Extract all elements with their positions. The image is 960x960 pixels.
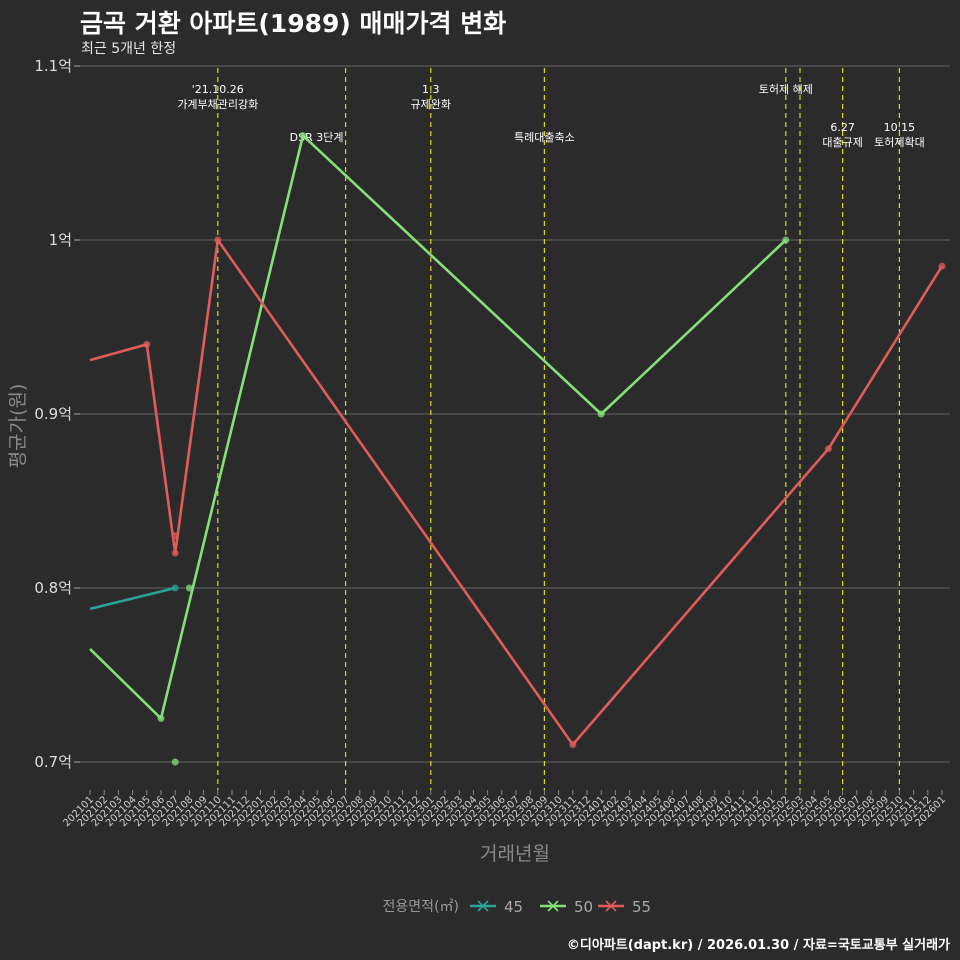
y-tick-label: 1.1억 <box>34 57 72 75</box>
chart-subtitle: 최근 5개년 한정 <box>81 41 177 57</box>
legend-marker-50 <box>547 900 559 912</box>
data-point-55 <box>171 549 179 557</box>
event-annotation: 대출규제 <box>822 136 862 149</box>
legend-label-50: 50 <box>574 898 593 916</box>
data-point-55 <box>171 532 179 540</box>
event-annotation: 토허제확대 <box>874 136 925 149</box>
series-line-50 <box>89 134 787 720</box>
data-point-50 <box>299 132 307 140</box>
credit-footer: ©디아파트(dapt.kr) / 2026.01.30 / 자료=국토교통부 실… <box>566 938 950 953</box>
data-point-50 <box>171 758 179 766</box>
chart-title: 금곡 거환 아파트(1989) 매매가격 변화 <box>80 9 507 38</box>
event-annotation: 토허제 해제 <box>759 82 813 96</box>
legend-marker-55 <box>605 900 617 912</box>
series-line-45 <box>89 586 176 611</box>
legend-title: 전용면적(㎡) <box>383 899 459 915</box>
y-tick-label: 0.7억 <box>34 753 72 771</box>
data-point-55 <box>569 741 577 749</box>
event-annotation: 가계부채관리강화 <box>177 98 258 111</box>
legend-label-45: 45 <box>504 898 523 916</box>
data-point-45 <box>171 584 179 592</box>
event-annotation: 1.3 <box>422 83 440 96</box>
data-point-55 <box>214 236 222 244</box>
data-point-55 <box>938 262 946 270</box>
y-tick-label: 0.8억 <box>34 579 72 597</box>
event-annotation: DSR 3단계 <box>290 131 344 144</box>
data-point-55 <box>824 445 832 453</box>
data-point-50 <box>185 584 193 592</box>
event-annotation: 특례대출축소 <box>514 131 575 144</box>
event-annotation: 규제완화 <box>411 98 451 111</box>
y-tick-label: 1억 <box>49 231 72 249</box>
data-point-50 <box>782 236 790 244</box>
event-annotation: '21.10.26 <box>192 83 244 96</box>
x-axis-title: 거래년월 <box>480 843 550 865</box>
data-point-55 <box>143 340 151 348</box>
legend-marker-45 <box>477 900 489 912</box>
event-annotation: 6.27 <box>830 121 855 134</box>
event-annotation: 10.15 <box>884 121 916 134</box>
legend-label-55: 55 <box>632 898 651 916</box>
data-point-50 <box>597 410 605 418</box>
data-point-50 <box>157 715 165 722</box>
y-axis-title: 평균가(원) <box>7 384 29 469</box>
y-tick-label: 0.9억 <box>34 405 72 423</box>
